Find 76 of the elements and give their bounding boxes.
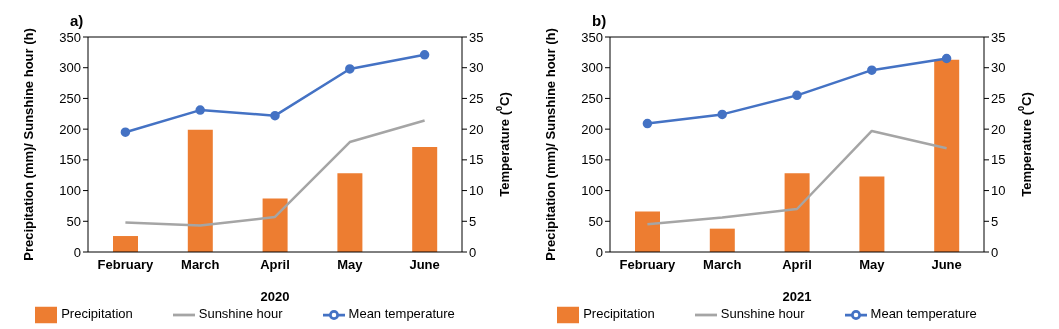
y2-tick-label: 25 xyxy=(469,91,484,107)
bar xyxy=(113,236,138,252)
bar xyxy=(635,211,660,252)
y-tick-label: 350 xyxy=(581,29,603,45)
y2-tick-label: 15 xyxy=(469,152,484,168)
line-series xyxy=(124,119,426,227)
line-series xyxy=(646,129,948,226)
x-tick-label: February xyxy=(619,257,676,273)
y2-tick-label: 25 xyxy=(991,91,1006,107)
y2-tick-label: 0 xyxy=(469,244,477,260)
y2-tick-label: 20 xyxy=(469,121,484,137)
legend-label: Sunshine hour xyxy=(198,306,283,322)
point xyxy=(941,53,952,64)
y2-tick-label: 10 xyxy=(469,183,484,199)
x-tick-label: February xyxy=(97,257,154,273)
y2-tick-label: 20 xyxy=(991,121,1006,137)
x-tick-label: June xyxy=(931,257,962,273)
x-tick-label: March xyxy=(181,257,220,273)
y-tick-label: 150 xyxy=(59,152,81,168)
legend-label: Mean temperature xyxy=(348,306,455,322)
y-tick-label: 250 xyxy=(581,91,603,107)
y2-tick-label: 0 xyxy=(991,244,999,260)
y-tick-label: 50 xyxy=(66,213,81,229)
bar xyxy=(784,173,810,252)
y2-tick-label: 5 xyxy=(469,213,477,229)
point xyxy=(419,50,430,60)
x-tick-label: May xyxy=(859,257,886,273)
point xyxy=(642,118,653,129)
point xyxy=(717,109,727,120)
point xyxy=(270,110,280,121)
y-tick-label: 0 xyxy=(595,244,603,260)
x-tick-label: April xyxy=(782,257,812,273)
y-tick-label: 200 xyxy=(59,121,81,137)
y2-tick-label: 10 xyxy=(991,183,1006,199)
y-tick-label: 100 xyxy=(581,183,603,199)
y2-tick-label: 30 xyxy=(469,60,484,76)
bar xyxy=(262,198,288,252)
point xyxy=(120,127,131,137)
y-tick-label: 300 xyxy=(581,60,603,76)
legend-label: Precipitation xyxy=(583,306,655,322)
bar xyxy=(412,146,438,252)
point xyxy=(345,64,355,74)
y2-tick-label: 5 xyxy=(991,213,999,229)
chart-title: a) xyxy=(70,12,84,29)
bar xyxy=(934,59,960,252)
y-tick-label: 350 xyxy=(59,29,81,45)
x-tick-label: April xyxy=(260,257,290,273)
y-tick-label: 200 xyxy=(581,121,603,137)
x-tick-label: March xyxy=(703,257,742,273)
x-tick-label: May xyxy=(337,257,364,273)
legend-label: Precipitation xyxy=(61,306,133,322)
point xyxy=(195,105,205,115)
chart-title: b) xyxy=(592,12,607,29)
y2-tick-label: 15 xyxy=(991,152,1006,168)
y-tick-label: 100 xyxy=(59,183,81,199)
x-tick-label: June xyxy=(409,257,440,273)
y-axis-title: Precipitation (mm)/ Sunshine hour (h) xyxy=(542,28,558,261)
y-tick-label: 250 xyxy=(59,91,81,107)
y-tick-label: 300 xyxy=(59,60,81,76)
legend-label: Sunshine hour xyxy=(720,306,805,322)
y2-tick-label: 35 xyxy=(991,29,1006,45)
y-tick-label: 0 xyxy=(73,244,81,260)
point xyxy=(867,65,877,75)
x-axis-title: 2021 xyxy=(782,288,812,304)
bar xyxy=(859,176,885,252)
y-axis-title: Precipitation (mm)/ Sunshine hour (h) xyxy=(20,28,36,261)
bar xyxy=(709,228,735,252)
bar xyxy=(337,173,363,252)
x-axis-title: 2020 xyxy=(260,288,290,304)
y2-tick-label: 35 xyxy=(469,29,484,45)
point xyxy=(792,90,802,101)
y2-tick-label: 30 xyxy=(991,60,1006,76)
bar xyxy=(187,129,213,252)
y-tick-label: 150 xyxy=(581,152,603,168)
legend-label: Mean temperature xyxy=(870,306,977,322)
y-tick-label: 50 xyxy=(588,213,603,229)
